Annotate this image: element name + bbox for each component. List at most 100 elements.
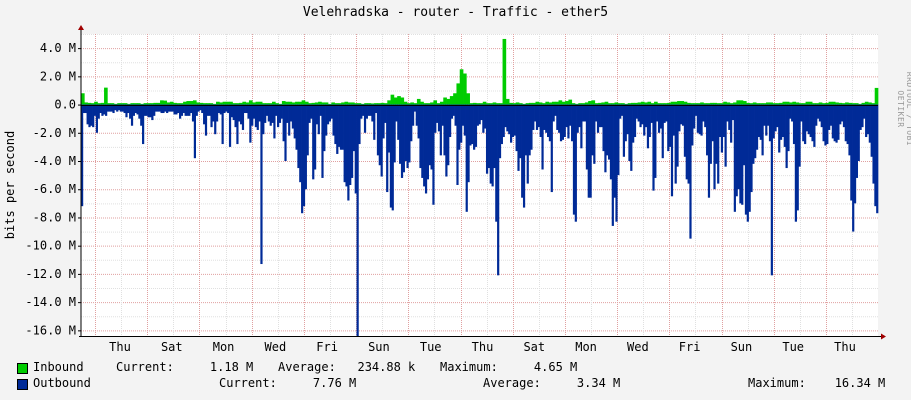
outbound-bar <box>859 104 862 130</box>
inbound-bar <box>571 103 576 105</box>
inbound-bar <box>565 101 569 105</box>
outbound-bar <box>541 104 544 170</box>
outbound-bar <box>295 104 298 150</box>
outbound-bar <box>707 104 711 198</box>
legend-inbound: Inbound Current: 1.18 M Average: 234.88 … <box>0 360 911 376</box>
inbound-bar <box>631 102 635 105</box>
legend-outbound-label: Outbound <box>33 376 91 390</box>
outbound-bar <box>225 104 228 112</box>
legend-outbound-average: Average: 3.34 M <box>483 376 621 390</box>
outbound-bar <box>424 104 428 194</box>
inbound-bar <box>370 103 375 105</box>
inbound-bar <box>104 87 108 105</box>
outbound-bar <box>654 104 657 178</box>
outbound-bar <box>622 104 626 157</box>
outbound-bar <box>461 104 465 126</box>
outbound-bar <box>471 104 474 145</box>
outbound-bar <box>583 104 587 122</box>
outbound-bar <box>578 104 581 128</box>
inbound-bar <box>150 103 154 105</box>
inbound-bar <box>449 96 454 105</box>
outbound-bar <box>371 104 374 122</box>
y-tick-label: 4.0 M <box>40 41 76 55</box>
outbound-bar <box>530 104 533 150</box>
outbound-bar <box>702 104 705 122</box>
x-tick-label: Tue <box>782 340 804 354</box>
outbound-bar <box>565 104 568 128</box>
outbound-bar <box>232 104 235 121</box>
outbound-bar <box>252 104 256 119</box>
inbound-bar <box>186 101 191 105</box>
inbound-bar <box>835 102 839 105</box>
outbound-bar <box>831 104 834 139</box>
outbound-bar <box>718 104 722 138</box>
outbound-bar <box>863 104 866 119</box>
outbound-bar <box>876 104 879 214</box>
inbound-bar <box>522 103 526 105</box>
outbound-bar <box>609 104 613 180</box>
inbound-bar <box>347 102 352 105</box>
outbound-bar <box>824 104 827 146</box>
outbound-bar <box>620 104 624 116</box>
outbound-bar <box>828 104 831 130</box>
outbound-bar <box>193 104 196 159</box>
inbound-bar <box>848 102 852 105</box>
inbound-bar <box>84 102 88 105</box>
outbound-bar <box>515 104 518 152</box>
inbound-bar <box>604 101 609 105</box>
outbound-bar <box>680 104 683 125</box>
outbound-bar <box>656 104 659 122</box>
inbound-bar <box>334 103 339 105</box>
inbound-bar <box>752 102 757 105</box>
inbound-bar <box>690 103 694 105</box>
inbound-bar <box>538 102 543 105</box>
inbound-bar <box>436 103 441 105</box>
outbound-bar <box>709 104 712 164</box>
inbound-bar <box>535 101 540 105</box>
inbound-bar <box>413 103 418 105</box>
outbound-bar <box>116 104 119 112</box>
inbound-bar <box>354 103 358 105</box>
inbound-bar <box>245 102 250 105</box>
outbound-bar <box>670 104 674 197</box>
outbound-bar <box>249 104 252 143</box>
outbound-bar <box>870 104 873 157</box>
inbound-bar <box>275 103 279 105</box>
outbound-bar <box>687 104 690 184</box>
outbound-bar <box>332 104 335 136</box>
inbound-bar <box>561 101 566 105</box>
inbound-bar <box>700 102 704 105</box>
outbound-bar <box>82 104 86 114</box>
outbound-bar <box>502 104 505 138</box>
inbound-bar <box>160 100 164 105</box>
inbound-bar <box>239 102 243 105</box>
outbound-bar <box>807 104 810 135</box>
outbound-bar <box>796 104 799 211</box>
outbound-bar <box>338 104 341 147</box>
outbound-bar <box>626 104 629 135</box>
outbound-bar <box>791 104 794 122</box>
inbound-bar <box>423 103 428 105</box>
inbound-bar <box>805 101 810 105</box>
inbound-bar <box>828 101 833 105</box>
inbound-bar <box>472 102 477 105</box>
outbound-bar <box>669 104 672 147</box>
outbound-bar <box>474 104 478 147</box>
outbound-bar <box>757 104 760 138</box>
outbound-bar <box>752 104 755 164</box>
inbound-bar <box>153 102 158 105</box>
inbound-bar <box>443 97 447 105</box>
outbound-bar <box>661 104 664 159</box>
outbound-bar <box>482 104 485 133</box>
outbound-bar <box>811 104 814 142</box>
outbound-bar <box>872 104 875 184</box>
inbound-bar <box>785 101 790 105</box>
graph-title: Velehradska - router - Traffic - ether5 <box>302 5 609 20</box>
outbound-bar <box>408 104 411 163</box>
inbound-bar <box>252 102 256 105</box>
outbound-bar <box>539 104 542 138</box>
outbound-bar <box>874 104 877 207</box>
y-tick-label: -16.0 M <box>25 323 76 337</box>
outbound-bar <box>737 104 740 190</box>
outbound-bar <box>402 104 405 173</box>
